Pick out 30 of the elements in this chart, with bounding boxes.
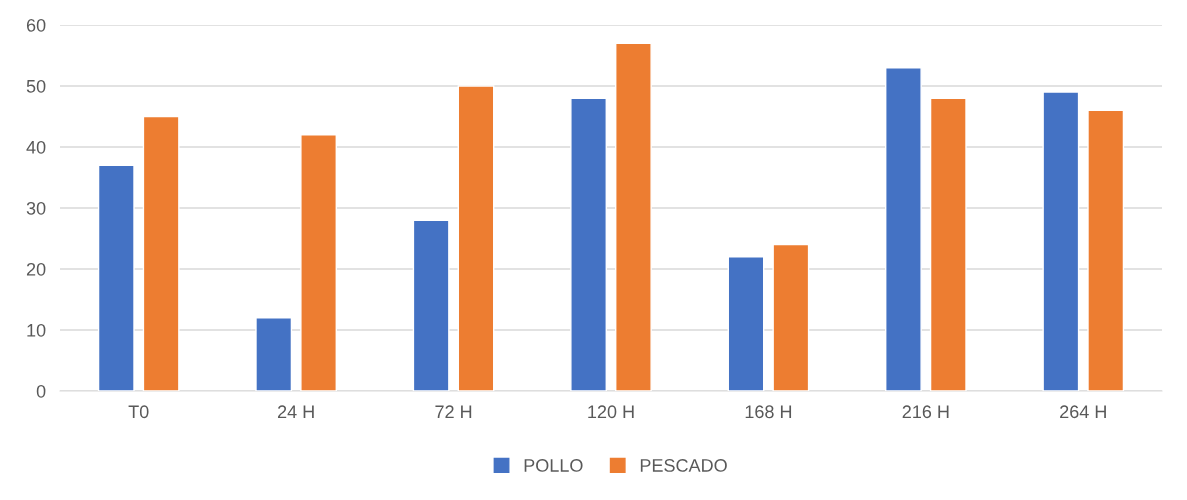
x-tick-label: 168 H [745,405,792,419]
y-tick-label: 20 [26,262,46,276]
y-tick-label: 30 [26,201,46,215]
bar [615,42,652,391]
y-tick-label: 40 [26,140,46,154]
bar [255,317,293,391]
bar [885,67,922,391]
bar [412,219,450,391]
bar [772,243,810,391]
bar [142,115,180,391]
legend-label: PESCADO [640,459,727,472]
bar [929,97,967,391]
legend-label: POLLO [524,459,583,472]
bar [1087,109,1125,391]
bar [97,164,135,391]
x-tick-label: 120 H [588,405,634,419]
x-tick-label: 72 H [435,405,472,418]
bar [457,85,495,391]
bar [1042,91,1080,391]
bar [570,97,607,391]
bar [300,134,337,391]
x-tick-label: 264 H [1060,405,1106,419]
y-tick-label: 50 [26,79,46,93]
x-tick-label: 24 H [277,405,314,418]
y-tick-label: 60 [26,18,46,32]
y-tick-label: 10 [27,323,46,337]
y-tick-label: 0 [36,384,46,398]
x-tick-label: T0 [128,405,149,419]
bar [727,256,765,391]
x-tick-label: 216 H [902,405,949,419]
